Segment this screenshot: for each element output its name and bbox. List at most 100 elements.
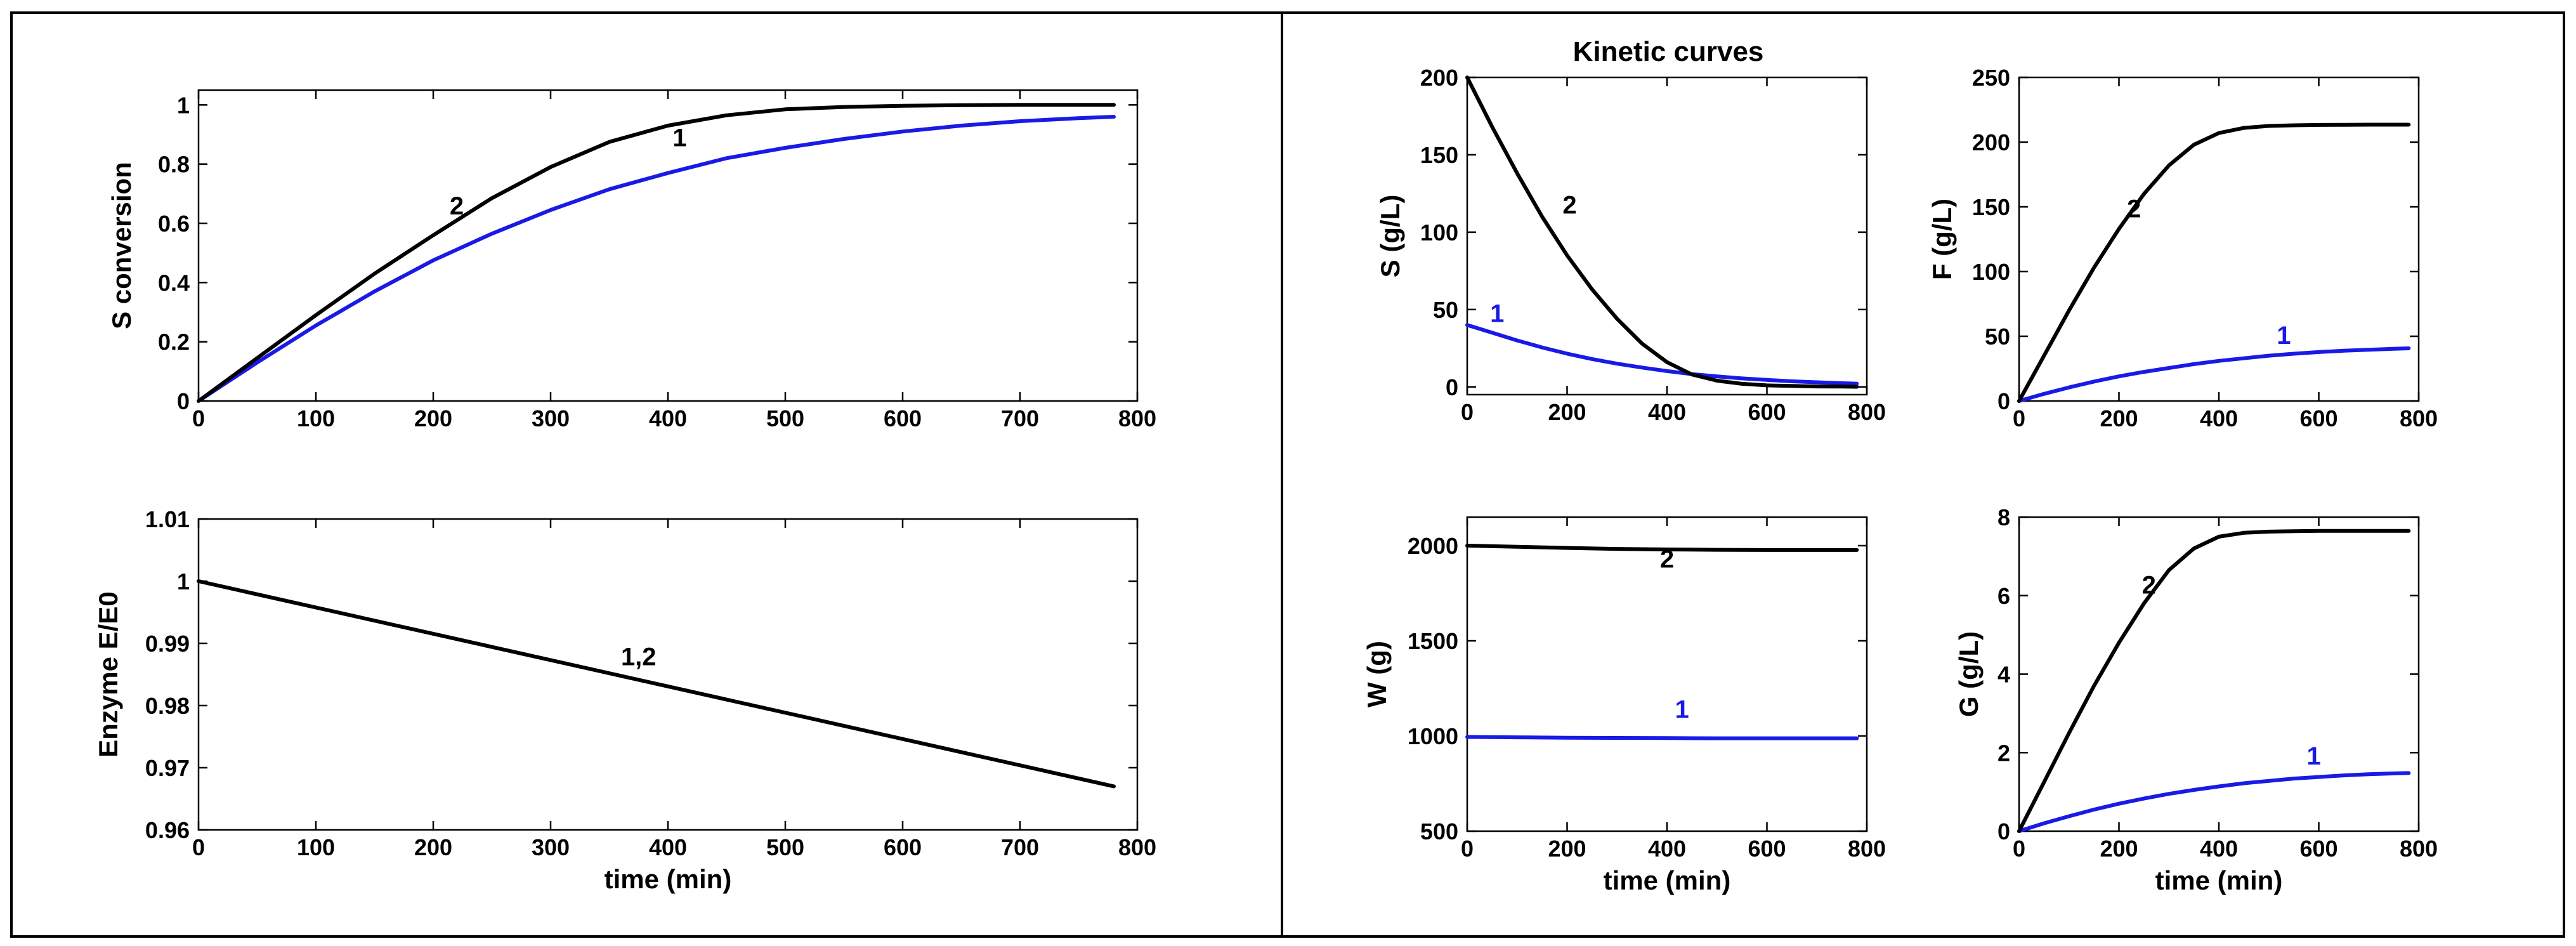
y-tick-label: 2: [1997, 740, 2010, 766]
y-tick-label: 1.01: [145, 506, 190, 532]
x-tick-label: 300: [532, 405, 570, 431]
x-tick-label: 800: [1848, 836, 1886, 862]
series-line-1: [1465, 735, 1859, 740]
x-axis-label: time (min): [1604, 865, 1731, 895]
y-tick-label: 1000: [1408, 723, 1458, 749]
x-tick-label: 100: [297, 834, 335, 860]
y-tick-label: 0: [177, 388, 190, 414]
x-tick-label: 0: [1461, 399, 1474, 425]
y-axis-label: G (g/L): [1954, 631, 1984, 717]
x-tick-label: 400: [649, 405, 687, 431]
y-tick-label: 0.8: [158, 152, 190, 178]
y-axis-label: F (g/L): [1927, 199, 1957, 280]
y-tick-label: 0: [1997, 388, 2010, 414]
curve-label: 1: [672, 124, 686, 152]
x-tick-label: 700: [1001, 834, 1039, 860]
y-tick-label: 50: [1985, 324, 2010, 350]
x-tick-label: 200: [2100, 836, 2138, 862]
y-tick-label: 0.98: [145, 693, 190, 719]
series-line-1: [1465, 323, 1859, 386]
curve-label: 1,2: [621, 643, 657, 671]
series-line-2: [1465, 76, 1859, 389]
curve-label: 1: [2277, 322, 2291, 350]
y-tick-label: 0: [1997, 818, 2010, 844]
y-axis-label: S conversion: [107, 162, 136, 329]
y-tick-label: 6: [1997, 583, 2010, 609]
y-axis-label: Enzyme E/E0: [93, 591, 123, 757]
series-line-1: [2017, 346, 2411, 403]
y-tick-label: 100: [1420, 220, 1458, 246]
x-tick-label: 0: [2013, 405, 2025, 431]
x-tick-label: 400: [649, 834, 687, 860]
y-tick-label: 0.96: [145, 817, 190, 843]
x-tick-label: 100: [297, 405, 335, 431]
y-tick-label: 500: [1420, 818, 1458, 844]
x-tick-label: 200: [414, 405, 452, 431]
y-tick-label: 0.97: [145, 755, 190, 781]
y-tick-label: 1: [177, 568, 190, 595]
curve-label: 1: [2307, 742, 2321, 770]
x-tick-label: 800: [2400, 405, 2438, 431]
figure-title: Kinetic curves: [1573, 36, 1764, 67]
x-tick-label: 600: [884, 405, 922, 431]
x-tick-label: 600: [884, 834, 922, 860]
x-tick-label: 500: [766, 405, 804, 431]
x-tick-label: 0: [2013, 836, 2025, 862]
y-tick-label: 200: [1420, 65, 1458, 91]
curve-label: 2: [1660, 546, 1674, 574]
x-tick-label: 400: [2200, 836, 2238, 862]
y-tick-label: 4: [1997, 662, 2010, 688]
y-tick-label: 100: [1972, 259, 2010, 285]
x-tick-label: 500: [766, 834, 804, 860]
x-tick-label: 600: [1748, 836, 1786, 862]
series-line-2: [197, 103, 1116, 403]
x-tick-label: 800: [2400, 836, 2438, 862]
series-line-1-2: [197, 579, 1116, 789]
y-tick-label: 200: [1972, 129, 2010, 155]
y-tick-label: 0.6: [158, 211, 190, 237]
curve-label: 1: [1490, 299, 1504, 327]
curve-label: 1: [1675, 696, 1689, 724]
x-tick-label: 400: [2200, 405, 2238, 431]
series-line-1: [2017, 771, 2411, 833]
x-tick-label: 600: [1748, 399, 1786, 425]
series-line-2: [1465, 544, 1859, 552]
y-axis-label: W (g): [1362, 641, 1392, 707]
x-tick-label: 200: [1548, 836, 1586, 862]
x-tick-label: 0: [1461, 836, 1474, 862]
x-tick-label: 800: [1118, 405, 1156, 431]
x-tick-label: 400: [1648, 399, 1686, 425]
chart-S: 0 200 400 600 800 0 50 100 150 200 S (g/L) 2 1: [1375, 65, 1886, 425]
curve-label: 2: [2142, 572, 2156, 600]
chart-G: 0 200 400 600 800 0 2 4 6 8 time (min) G (g/L) 2 1: [1954, 504, 2438, 895]
x-tick-label: 400: [1648, 836, 1686, 862]
y-tick-label: 1500: [1408, 628, 1458, 654]
curve-label: 2: [1562, 192, 1576, 220]
series-line-1: [197, 115, 1116, 403]
x-axis-label: time (min): [605, 864, 732, 894]
figure-border: [10, 11, 2565, 938]
x-tick-label: 600: [2299, 836, 2337, 862]
y-tick-label: 0.99: [145, 631, 190, 657]
charts-group: 0 100 200 300 400 500 600 700 80000.20.40.60.81S…: [93, 65, 2438, 895]
chart-s_conversion: 0 100 200 300 400 500 600 700 800 0 0.2 0.4 0.6 0.8 1 S…: [107, 89, 1156, 431]
chart-F: 0 200 400 600 800 0 50 100 150 200 250 F (g/L) 2 1: [1927, 65, 2438, 431]
x-tick-label: 0: [192, 834, 205, 860]
chart-enzyme: 0 100 200 300 400 500 600 700 800 0.96 0.97 0.98 0.9…: [93, 506, 1156, 894]
x-tick-label: 200: [414, 834, 452, 860]
y-tick-label: 0: [1446, 374, 1458, 400]
x-axis-label: time (min): [2155, 865, 2283, 895]
y-tick-label: 150: [1420, 142, 1458, 168]
x-tick-label: 300: [532, 834, 570, 860]
y-tick-label: 1: [177, 92, 190, 118]
x-tick-label: 800: [1848, 399, 1886, 425]
chart-W: 0 200 400 600 800 500 1000 1500 2000 time (min) W …: [1362, 516, 1886, 895]
x-tick-label: 200: [2100, 405, 2138, 431]
y-tick-label: 50: [1433, 297, 1458, 323]
x-tick-label: 700: [1001, 405, 1039, 431]
curve-label: 2: [2127, 195, 2141, 223]
curve-label: 2: [450, 192, 464, 220]
series-line-2: [2017, 529, 2411, 833]
